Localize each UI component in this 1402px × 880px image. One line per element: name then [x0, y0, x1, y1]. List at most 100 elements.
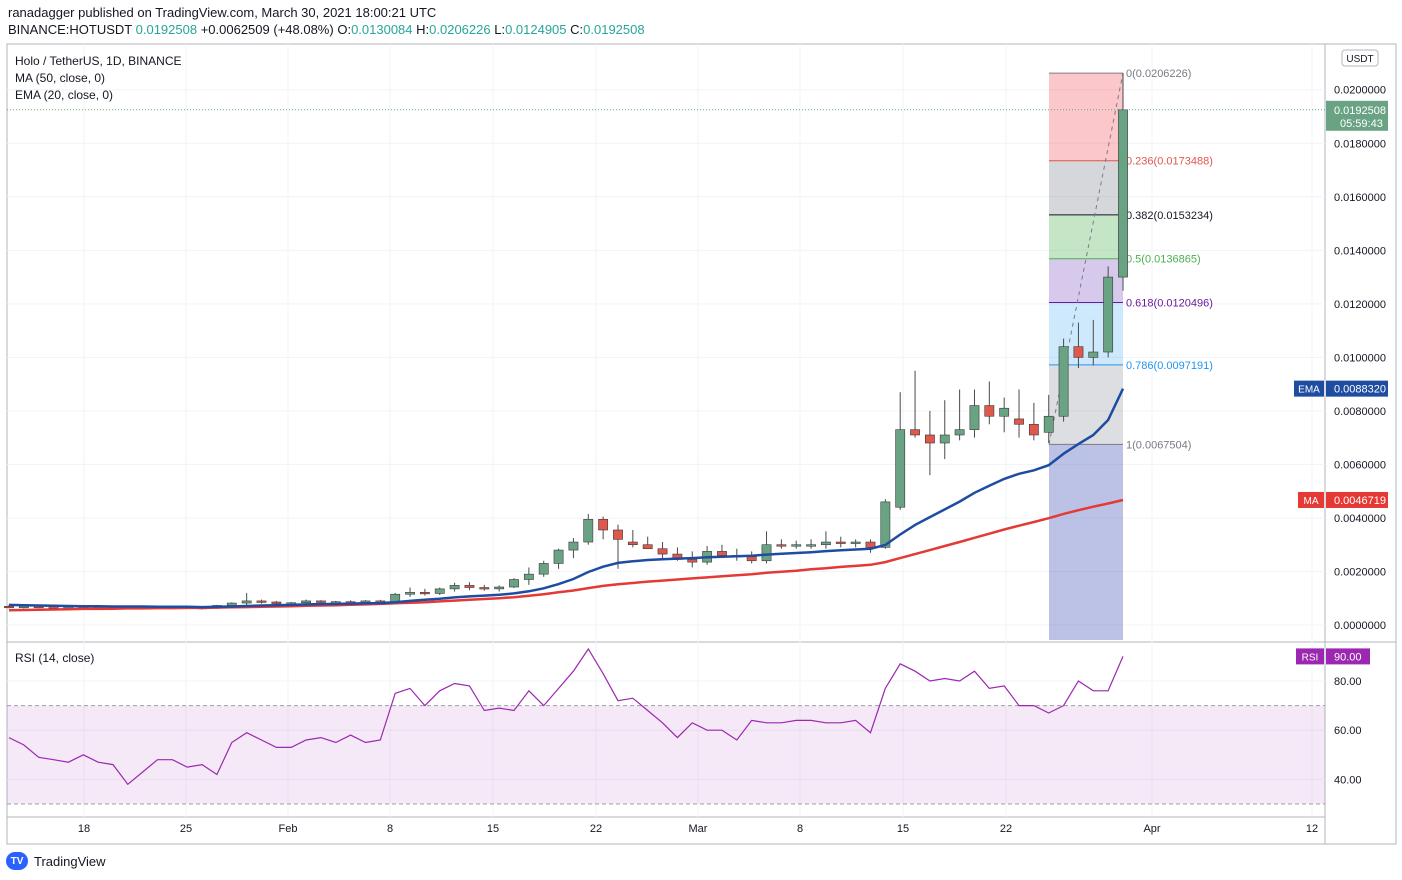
- price-tick-label: 0.0060000: [1334, 459, 1386, 471]
- candle-body: [821, 541, 831, 546]
- rsi-value-box: [1326, 648, 1370, 665]
- price-tick-label: 0.0000000: [1334, 620, 1386, 632]
- rsi-tick-label: 80.00: [1334, 676, 1362, 688]
- candle-body: [984, 405, 995, 417]
- rsi-value: 90.00: [1334, 651, 1362, 663]
- candle-body: [316, 600, 326, 603]
- price-tick-label: 0.0160000: [1334, 192, 1386, 204]
- legend-ema: EMA (20, close, 0): [15, 88, 113, 102]
- rsi-band-fill: [7, 705, 1325, 804]
- candle-body: [761, 544, 772, 562]
- price-tick-label: 0.0100000: [1334, 352, 1386, 364]
- fib-level-label: 0(0.0206226): [1126, 68, 1191, 80]
- candle-body: [553, 549, 564, 564]
- candle-body: [568, 541, 579, 551]
- time-tick-label: 15: [487, 823, 499, 835]
- candle-body: [419, 592, 430, 595]
- price-tick-label: 0.0040000: [1334, 513, 1386, 525]
- candle-body: [939, 434, 950, 444]
- price-tick-label: 0.0140000: [1334, 245, 1386, 257]
- time-tick-label: 22: [590, 823, 602, 835]
- candle-body: [910, 429, 920, 436]
- price-tick-label: 0.0200000: [1334, 85, 1386, 97]
- candle-body: [538, 563, 549, 575]
- time-tick-label: 25: [180, 823, 192, 835]
- price-change: +0.0062509 (+48.08%): [200, 22, 334, 37]
- candle-body: [405, 592, 415, 595]
- candle-body: [776, 544, 787, 547]
- axes: 0.0200000 0.0180000 0.0160000 0.0140000 0.01…: [78, 85, 1388, 835]
- fib-level-label: 1(0.0067504): [1126, 439, 1191, 451]
- ma-tag-box: [1298, 491, 1324, 508]
- candle-body: [583, 518, 594, 543]
- symbol-full: BINANCE:HOTUSDT: [8, 22, 132, 37]
- price-tick-label: 0.0080000: [1334, 406, 1386, 418]
- candle-body: [1014, 418, 1024, 425]
- ema-tag: EMA: [1298, 385, 1320, 396]
- time-tick-label: 8: [387, 823, 393, 835]
- ma50-line: [8, 498, 1124, 612]
- candle-body: [925, 434, 935, 444]
- ma-value: 0.0046719: [1334, 495, 1386, 507]
- legend-rsi: RSI (14, close): [15, 651, 94, 665]
- candle-body: [48, 606, 59, 609]
- fib-trend-line: [1048, 72, 1124, 445]
- tradingview-brand[interactable]: TV TradingView: [6, 852, 106, 870]
- candle-body: [241, 600, 252, 604]
- candle-body: [509, 579, 519, 588]
- ema-value-box: [1326, 380, 1388, 397]
- candle-body: [717, 551, 727, 556]
- high-value: 0.0206226: [429, 22, 491, 37]
- last-price: 0.0192508: [135, 22, 198, 37]
- fib-zone: [1049, 444, 1123, 640]
- currency-label: USDT: [1346, 54, 1373, 65]
- chart-frame: [6, 43, 1397, 845]
- candle-body: [687, 559, 698, 563]
- publisher-line: ranadagger published on TradingView.com,…: [8, 5, 437, 20]
- tradingview-logo-icon: TV: [6, 852, 28, 870]
- time-tick-label: Feb: [279, 823, 298, 835]
- candle-body: [256, 600, 267, 603]
- candle-body: [494, 586, 505, 590]
- rsi-tag-box: [1296, 648, 1324, 665]
- rsi-tag: RSI: [1302, 652, 1319, 663]
- candle-body: [271, 601, 282, 604]
- candle-body: [850, 541, 861, 544]
- candle-body: [1118, 109, 1128, 278]
- candle-body: [613, 529, 623, 540]
- candle-body: [598, 518, 609, 531]
- ma-tag: MA: [1304, 496, 1319, 507]
- candle-body: [895, 429, 906, 508]
- low-label: L:: [494, 22, 506, 37]
- time-tick-label: 15: [897, 823, 909, 835]
- currency-badge[interactable]: [1341, 49, 1379, 67]
- fib-level-label: 0.5(0.0136865): [1126, 254, 1201, 266]
- legend-ma: MA (50, close, 0): [15, 71, 105, 85]
- candle-body: [1073, 346, 1084, 358]
- candle-body: [1043, 415, 1054, 433]
- candle-body: [1088, 351, 1099, 358]
- candle-body: [746, 556, 757, 562]
- price-tick-label: 0.0020000: [1334, 566, 1386, 578]
- fib-zone: [1049, 160, 1123, 215]
- candle-body: [4, 605, 14, 609]
- time-tick-label: 22: [1000, 823, 1012, 835]
- candle-body: [1103, 276, 1114, 353]
- candle-body: [865, 541, 876, 548]
- fib-level-label: 0.236(0.0173488): [1126, 156, 1213, 168]
- price-tick-label: 0.0120000: [1334, 299, 1386, 311]
- ema-value: 0.0088320: [1334, 384, 1386, 396]
- time-tick-label: 18: [78, 823, 90, 835]
- candle-body: [464, 585, 475, 588]
- candle-body: [835, 541, 846, 544]
- rsi-tick-label: 60.00: [1334, 725, 1362, 737]
- candle-body: [657, 548, 668, 555]
- candle-body: [880, 501, 891, 548]
- rsi-band: [7, 705, 1325, 805]
- candle-body: [1028, 423, 1039, 436]
- legend-title: Holo / TetherUS, 1D, BINANCE: [15, 54, 182, 68]
- ema20-line: [8, 388, 1125, 609]
- candle-body: [479, 587, 490, 590]
- fib-zone: [1049, 214, 1123, 259]
